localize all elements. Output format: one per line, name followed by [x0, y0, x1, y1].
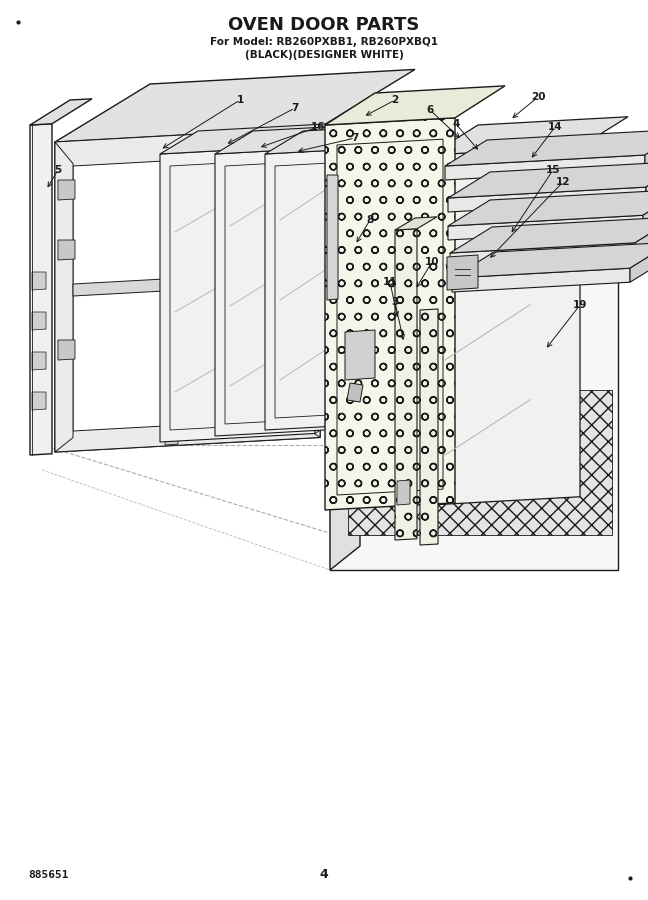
- Text: 3: 3: [391, 297, 399, 307]
- Polygon shape: [630, 242, 648, 283]
- Polygon shape: [430, 117, 628, 155]
- Text: 7: 7: [351, 133, 359, 143]
- Polygon shape: [32, 272, 46, 290]
- Polygon shape: [452, 268, 630, 292]
- Polygon shape: [347, 383, 363, 402]
- Polygon shape: [165, 430, 178, 445]
- Polygon shape: [265, 123, 438, 154]
- Polygon shape: [330, 176, 648, 194]
- Text: 2: 2: [391, 95, 399, 105]
- Polygon shape: [58, 340, 75, 360]
- Polygon shape: [73, 151, 302, 437]
- Polygon shape: [265, 147, 400, 430]
- Polygon shape: [55, 418, 320, 452]
- Text: OVEN DOOR PARTS: OVEN DOOR PARTS: [228, 16, 420, 34]
- Polygon shape: [448, 187, 646, 212]
- Polygon shape: [448, 161, 648, 198]
- Polygon shape: [395, 229, 417, 540]
- Polygon shape: [58, 180, 75, 200]
- Polygon shape: [345, 330, 375, 380]
- Text: 8: 8: [366, 215, 374, 225]
- Polygon shape: [448, 189, 648, 226]
- Polygon shape: [32, 312, 46, 330]
- Polygon shape: [330, 194, 618, 570]
- Polygon shape: [420, 309, 438, 545]
- Text: 20: 20: [531, 92, 545, 102]
- Polygon shape: [395, 217, 437, 230]
- Text: 885651: 885651: [28, 870, 69, 880]
- Polygon shape: [447, 255, 478, 290]
- Text: 11: 11: [383, 277, 397, 287]
- Text: 4: 4: [319, 868, 329, 881]
- Polygon shape: [32, 352, 46, 370]
- Polygon shape: [30, 99, 92, 125]
- Polygon shape: [330, 176, 360, 570]
- Text: 4: 4: [452, 119, 459, 129]
- Polygon shape: [445, 155, 645, 180]
- Polygon shape: [645, 129, 648, 169]
- Text: 7: 7: [292, 103, 299, 113]
- Polygon shape: [400, 141, 408, 423]
- Polygon shape: [55, 142, 73, 452]
- Text: 5: 5: [54, 165, 62, 175]
- Polygon shape: [215, 146, 360, 436]
- Polygon shape: [327, 175, 338, 300]
- Polygon shape: [448, 215, 643, 240]
- Polygon shape: [452, 242, 648, 278]
- Polygon shape: [55, 128, 320, 167]
- Polygon shape: [445, 129, 648, 166]
- Polygon shape: [348, 390, 612, 535]
- Polygon shape: [58, 240, 75, 260]
- Polygon shape: [32, 392, 46, 410]
- Polygon shape: [160, 146, 315, 442]
- Polygon shape: [646, 161, 648, 201]
- Polygon shape: [430, 147, 580, 505]
- Polygon shape: [55, 128, 320, 452]
- Text: 12: 12: [556, 177, 570, 187]
- Polygon shape: [215, 123, 398, 154]
- Text: For Model: RB260PXBB1, RB260PXBQ1: For Model: RB260PXBB1, RB260PXBQ1: [210, 37, 438, 47]
- Text: (BLACK)(DESIGNER WHITE): (BLACK)(DESIGNER WHITE): [244, 50, 404, 60]
- Text: 1: 1: [237, 95, 244, 105]
- Text: 10: 10: [424, 257, 439, 267]
- Polygon shape: [302, 128, 320, 437]
- Text: 14: 14: [548, 122, 562, 132]
- Polygon shape: [397, 480, 410, 505]
- Text: 16: 16: [311, 122, 325, 132]
- Polygon shape: [160, 122, 353, 154]
- Text: 6: 6: [426, 105, 434, 115]
- Text: 19: 19: [573, 300, 587, 310]
- Polygon shape: [73, 272, 302, 296]
- Polygon shape: [325, 118, 455, 510]
- Polygon shape: [315, 140, 323, 434]
- Polygon shape: [325, 86, 505, 125]
- Polygon shape: [55, 69, 415, 142]
- Polygon shape: [360, 141, 368, 428]
- Polygon shape: [450, 243, 635, 267]
- Polygon shape: [635, 217, 648, 256]
- Text: 15: 15: [546, 165, 561, 175]
- Polygon shape: [643, 189, 648, 230]
- Polygon shape: [30, 124, 52, 455]
- Polygon shape: [450, 217, 648, 253]
